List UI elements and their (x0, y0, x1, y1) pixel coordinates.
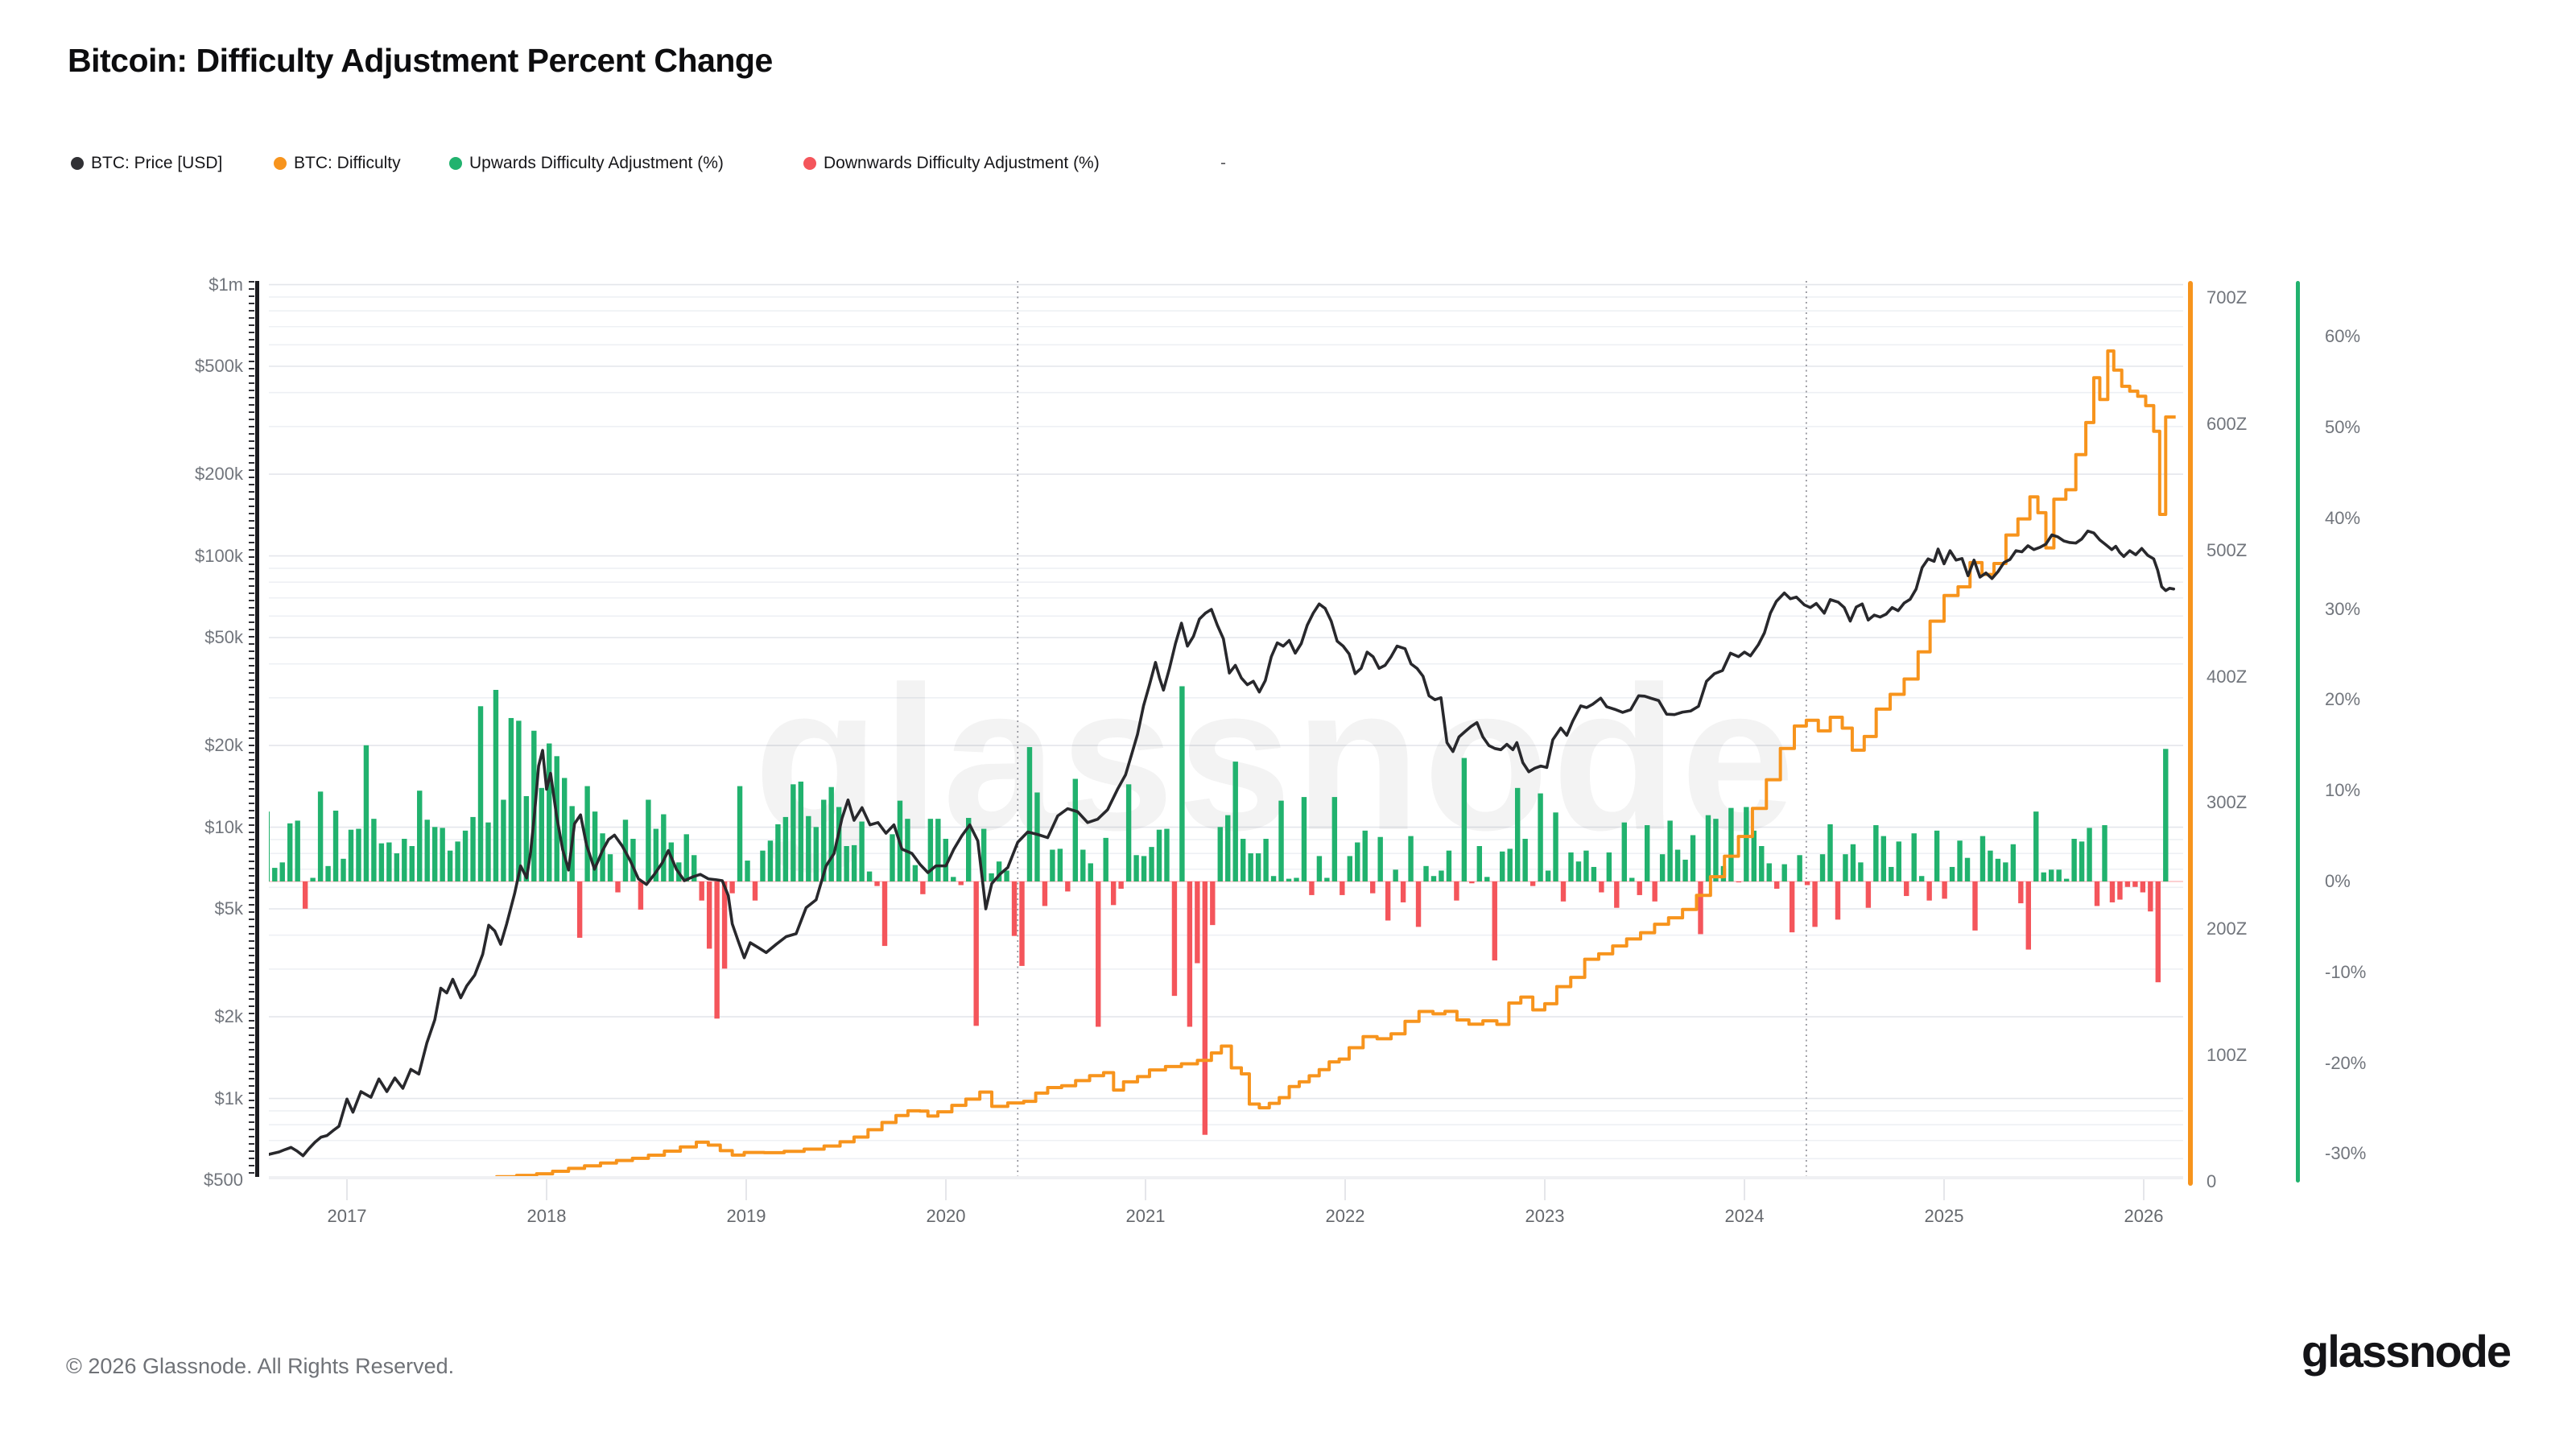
axis-tick-label: $2k (214, 1006, 243, 1027)
axis-tick-label: 2022 (1325, 1206, 1365, 1226)
axis-tick-label: 0 (2207, 1171, 2217, 1191)
axis-tick-label: 200Z (2207, 919, 2248, 939)
axis-tick-label: $100k (195, 545, 243, 566)
price-axis-tickmarks (249, 281, 254, 1177)
axis-tick-label: 100Z (2207, 1045, 2248, 1066)
axis-tick-label: 2020 (926, 1206, 966, 1226)
legend-item-label: BTC: Price [USD] (91, 154, 223, 172)
axis-tick-label: 60% (2325, 326, 2361, 347)
axis-tick-label: 2026 (2124, 1206, 2164, 1226)
difficulty-axis-line (2188, 281, 2193, 1186)
axis-tick-label: -10% (2325, 961, 2367, 982)
axis-tick-label: 700Z (2207, 287, 2248, 308)
axis-tick-label: $200k (195, 464, 243, 485)
legend-item-label: Upwards Difficulty Adjustment (%) (469, 154, 724, 172)
axis-tick-label: 0% (2325, 871, 2351, 891)
axis-tick-label: 2025 (1924, 1206, 1964, 1226)
legend-item-btc-price[interactable]: BTC: Price [USD] (71, 150, 222, 177)
axis-tick-label: 2024 (1724, 1206, 1765, 1226)
axis-tick-label: 300Z (2207, 792, 2248, 813)
axis-tick-label: 50% (2325, 417, 2361, 437)
axis-tick-label: 20% (2325, 689, 2361, 710)
axis-tick-label: 600Z (2207, 413, 2248, 434)
legend-item-label: BTC: Difficulty (294, 154, 401, 172)
axis-tick-label: -20% (2325, 1052, 2367, 1073)
axis-tick-label: 400Z (2207, 666, 2248, 687)
axis-tick-label: $50k (204, 627, 243, 647)
axis-tick-label: $10k (204, 816, 243, 837)
axis-tick-label: 2019 (726, 1206, 766, 1226)
price-series-swatch-icon (71, 157, 84, 170)
axis-tick-label: $1m (208, 274, 243, 295)
legend: BTC: Price [USD] BTC: Difficulty Upwards… (0, 150, 2576, 177)
axis-tick-label: 40% (2325, 507, 2361, 528)
axis-tick-label: $20k (204, 735, 243, 756)
legend-item-btc-difficulty[interactable]: BTC: Difficulty (274, 150, 401, 177)
percent-axis-line (2296, 281, 2300, 1183)
legend-trailing-dash: - (1220, 154, 1226, 172)
axis-tick-label: 2018 (526, 1206, 567, 1226)
svg-text:glassnode: glassnode (753, 644, 1798, 873)
axis-tick-label: 30% (2325, 598, 2361, 619)
difficulty-series-swatch-icon (274, 157, 287, 170)
page-title: Bitcoin: Difficulty Adjustment Percent C… (68, 42, 773, 79)
axis-tick-label: $5k (214, 898, 243, 919)
axis-tick-label: $1k (214, 1088, 243, 1108)
copyright-text: © 2026 Glassnode. All Rights Reserved. (66, 1354, 455, 1378)
axis-tick-label: 2021 (1125, 1206, 1166, 1226)
axis-tick-label: 10% (2325, 780, 2361, 801)
downwards-series-swatch-icon (803, 157, 816, 170)
axis-tick-label: $500 (204, 1170, 243, 1190)
price-axis-line (255, 281, 259, 1177)
axis-tick-label: -30% (2325, 1143, 2367, 1164)
axis-tick-label: 500Z (2207, 539, 2248, 560)
axis-tick-label: 2023 (1525, 1206, 1565, 1226)
axis-tick-label: 2017 (327, 1206, 367, 1226)
legend-item-upwards-adjustment[interactable]: Upwards Difficulty Adjustment (%) (449, 150, 724, 177)
legend-item-downwards-adjustment[interactable]: Downwards Difficulty Adjustment (%) (803, 150, 1100, 177)
glassnode-logo[interactable]: glassnode (2301, 1326, 2512, 1377)
axis-tick-label: $500k (195, 356, 243, 376)
legend-item-label: Downwards Difficulty Adjustment (%) (824, 154, 1100, 172)
upwards-series-swatch-icon (449, 157, 462, 170)
